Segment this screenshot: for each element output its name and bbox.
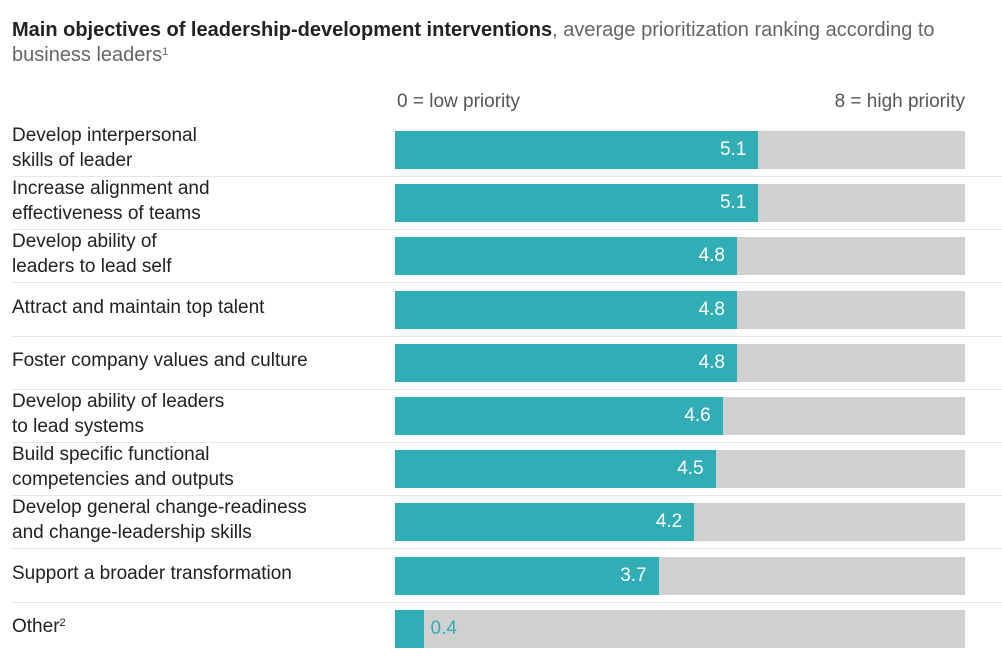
bar-row: Foster company values and culture 4.8 [12,341,1002,394]
bar-fill [395,397,723,435]
category-label-line1: Support a broader transformation [12,562,292,584]
chart-title-bold: Main objectives of leadership-developmen… [12,19,553,41]
row-divider [12,601,1002,603]
bar-value-label: 5.1 [719,139,747,160]
bar-value-label: 0.4 [430,617,457,639]
row-divider [12,388,1002,390]
bar-fill [395,609,424,648]
category-label-line2: leaders to lead self [12,255,172,277]
bar-track: 4.8 [395,343,965,382]
bar-fill [395,290,737,329]
bar-row: Support a broader transformation 3.7 [12,554,1002,607]
bar-value-label: 5.1 [719,192,747,214]
bar-row: Build specific functional competencies an… [12,444,1002,500]
bar-fill [395,184,759,223]
bar-row: Increase alignment and effectiveness of t… [12,178,1002,234]
bar-track: 4.8 [395,290,965,329]
bar-row: Develop ability of leaders to lead self 4.… [12,231,1002,287]
chart-title-rest: , average prioritization ranking accordi… [12,19,935,66]
category-label-line1: Develop general change-readiness [12,496,307,518]
bar-track: 5.1 [395,184,965,223]
category-label-line1: Increase alignment and [12,177,210,199]
row-divider [12,335,1002,337]
category-label: Foster company values and culture [12,337,382,384]
category-label-line1: Develop interpersonal [12,124,197,146]
title-footnote: 1 [162,46,169,58]
scale-low-label: 0 = low priority [397,91,521,112]
category-label-line1: Develop ability of leaders [12,390,225,412]
bar-value-label: 4.5 [677,458,704,480]
bar-row: Develop general change-readiness and chan… [12,497,1002,553]
category-label-line2: skills of leader [12,149,133,171]
row-divider [12,229,1002,231]
category-label: Develop interpersonal skills of leader [12,124,382,171]
category-label: Develop ability of leaders to lead self [12,230,382,277]
row-divider [12,282,1002,284]
scale-high-label: 8 = high priority [834,91,965,112]
bar-fill [395,450,716,489]
bar-track: 4.5 [395,450,965,489]
bar-value-label: 4.8 [698,351,725,373]
bar-track: 4.2 [395,503,965,542]
bar-fill [395,556,659,595]
bar-fill [395,343,737,382]
bar-fill [395,237,737,276]
category-label: Attract and maintain top talent [12,284,382,331]
bar-value-label: 4.8 [698,245,725,267]
category-label: Support a broader transformation [12,550,382,597]
bar-track: 5.1 [395,131,965,169]
category-label: Build specific functional competencies an… [12,443,382,490]
bar-value-label: 4.6 [684,405,711,426]
category-label: Develop ability of leaders to lead system… [12,390,382,437]
bar-row: Develop interpersonal skills of leader 5.1 [12,125,1002,181]
row-divider [12,495,1002,497]
bar-fill [395,503,695,542]
category-label: Develop general change-readiness and chan… [12,496,382,543]
bar-fill [395,131,759,169]
category-label-line1: Other [12,615,60,637]
bar-value-label: 3.7 [620,564,647,586]
row-divider [12,548,1002,550]
category-label-line1: Develop ability of [12,230,157,252]
category-label: Increase alignment and effectiveness of t… [12,177,382,224]
row-divider [12,442,1002,443]
bar-value-label: 4.8 [698,298,725,320]
row-divider [12,176,1002,177]
bar-value-label: 4.2 [655,511,683,533]
bar-track: 0.4 [395,609,965,648]
bar-track: 4.8 [395,237,965,276]
bar-track: 4.6 [395,397,965,435]
footnote-marker: 2 [59,616,66,629]
category-label-line1: Foster company values and culture [12,349,308,371]
bar-row: Develop ability of leaders to lead system… [12,391,1002,447]
category-label-line1: Build specific functional [12,443,210,465]
category-label-line2: effectiveness of teams [12,202,201,224]
bar-row: Other2 0.4 [12,607,1002,660]
category-label-line2: to lead systems [12,415,144,437]
bar-row: Attract and maintain top talent 4.8 [12,288,1002,341]
category-label-line2: competencies and outputs [12,468,234,490]
category-label-line1: Attract and maintain top talent [12,296,265,318]
bar-track: 3.7 [395,556,965,595]
category-label: Other2 [12,603,382,650]
chart-title: Main objectives of leadership-developmen… [12,18,972,68]
category-label-line2: and change-leadership skills [12,521,252,543]
